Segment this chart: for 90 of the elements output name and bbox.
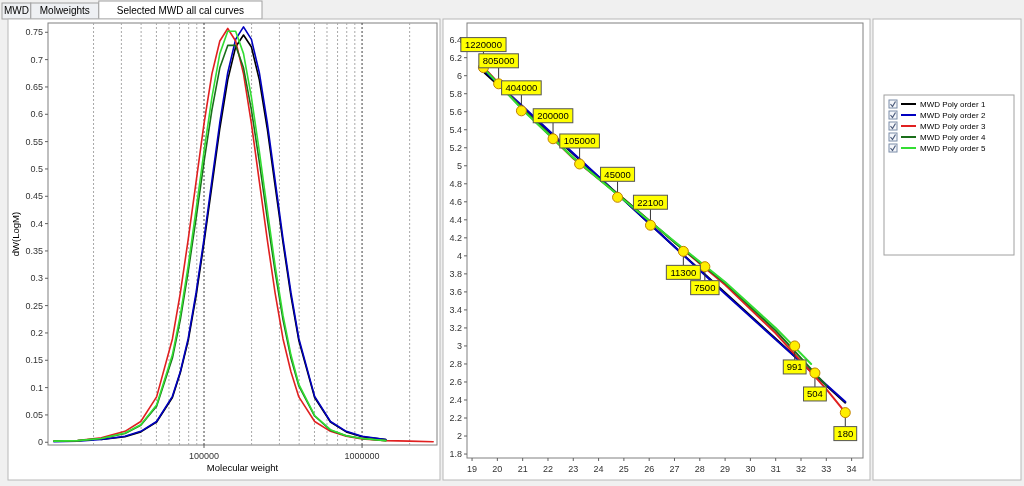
y-tick-label: 2.8	[449, 358, 462, 369]
y-tick-label: 3	[456, 340, 462, 351]
x-tick-label: 27	[669, 464, 680, 474]
legend-label: MWD Poly order 2	[920, 111, 986, 120]
annotation: 805000	[482, 55, 515, 67]
y-tick-label: 3.2	[449, 322, 462, 333]
y-tick-label: 0.45	[25, 191, 43, 202]
annotation: 991	[786, 361, 803, 373]
annotation: 1220000	[464, 39, 502, 51]
annotation: 22100	[637, 196, 664, 208]
annotation: 11300	[670, 266, 697, 278]
y-tick-label: 5.8	[449, 88, 462, 99]
y-tick-label: 2.4	[449, 394, 462, 405]
annotation: 504	[806, 388, 823, 400]
text: Molweights	[39, 5, 90, 16]
annotation: 45000	[604, 168, 631, 180]
x-tick-label: 1000000	[344, 451, 380, 461]
annotation: 404000	[505, 82, 538, 94]
x-tick-label: 100000	[188, 451, 220, 461]
y-tick-label: 3.8	[449, 268, 462, 279]
y-tick-label: 2	[456, 431, 462, 442]
y-tick-label: 0.05	[25, 409, 43, 420]
y-tick-label: 5	[456, 160, 462, 171]
x-axis-title: Molecular weight	[206, 462, 279, 473]
y-tick-label: 0.3	[30, 273, 43, 284]
y-tick-label: 3.6	[449, 286, 462, 297]
x-tick-label: 32	[796, 464, 807, 474]
x-tick-label: 21	[517, 464, 528, 474]
legend-label: MWD Poly order 3	[920, 122, 986, 131]
annotation: 180	[837, 428, 854, 440]
y-tick-label: 0.25	[25, 300, 43, 311]
annotation: 7500	[694, 282, 716, 294]
text: Selected MWD all cal curves	[116, 5, 245, 16]
x-tick-label: 28	[694, 464, 705, 474]
x-tick-label: 22	[542, 464, 553, 474]
y-tick-label: 0.75	[25, 27, 43, 38]
y-tick-label: 2.2	[449, 413, 462, 423]
y-tick-label: 3.4	[449, 304, 462, 315]
x-tick-label: 24	[593, 464, 604, 474]
y-tick-label: 0.4	[30, 218, 43, 229]
y-tick-label: 0.55	[25, 136, 43, 147]
y-tick-label: 4.6	[449, 196, 462, 207]
y-tick-label: 1.8	[449, 449, 462, 460]
x-tick-label: 29	[720, 464, 731, 474]
annotation: 105000	[563, 135, 596, 147]
y-tick-label: 6	[456, 70, 462, 81]
y-tick-label: 0.7	[30, 54, 43, 65]
y-tick-label: 0.1	[30, 382, 43, 393]
x-tick-label: 33	[821, 464, 832, 474]
point	[789, 340, 801, 352]
y-tick-label: 6.2	[449, 52, 462, 63]
point	[699, 261, 711, 273]
y-tick-label: 4.2	[449, 232, 462, 243]
y-tick-label: 5.2	[449, 142, 462, 153]
y-tick-label: 0.2	[30, 327, 43, 338]
y-tick-label: 4.4	[449, 214, 462, 225]
x-tick-label: 26	[644, 464, 655, 474]
y-tick-label: 0.35	[25, 245, 43, 256]
y-tick-label: 0.65	[25, 81, 43, 92]
legend-label: MWD Poly order 1	[920, 100, 986, 109]
x-tick-label: 31	[770, 464, 781, 474]
point	[677, 245, 689, 257]
legend-label: MWD Poly order 4	[920, 133, 986, 142]
y-tick-label: 2.6	[449, 376, 462, 387]
y-tick-label: 0.6	[30, 109, 43, 120]
y-tick-label: 0.15	[25, 355, 43, 366]
x-tick-label: 25	[618, 464, 629, 474]
point	[515, 105, 527, 117]
point	[839, 407, 851, 419]
legend-label: MWD Poly order 5	[920, 144, 986, 153]
annotation: 200000	[537, 110, 569, 122]
y-tick-label: 0	[37, 437, 43, 448]
point	[809, 367, 821, 379]
x-tick-label: 30	[745, 464, 756, 474]
text: MWD	[3, 5, 29, 16]
y-tick-label: 0.5	[30, 163, 43, 174]
y-axis-title: dW(LogM)	[10, 211, 21, 257]
point	[574, 158, 586, 170]
y-tick-label: 4	[456, 250, 462, 261]
y-tick-label: 5.4	[449, 124, 462, 135]
y-tick-label: 6.4	[449, 34, 462, 45]
x-tick-label: 20	[492, 464, 503, 474]
x-tick-label: 23	[568, 464, 579, 474]
point	[644, 219, 656, 231]
y-tick-label: 4.8	[449, 178, 462, 189]
point	[612, 191, 624, 203]
x-tick-label: 19	[467, 464, 478, 474]
point	[547, 133, 559, 145]
x-tick-label: 34	[846, 464, 857, 474]
y-tick-label: 5.6	[449, 106, 462, 117]
